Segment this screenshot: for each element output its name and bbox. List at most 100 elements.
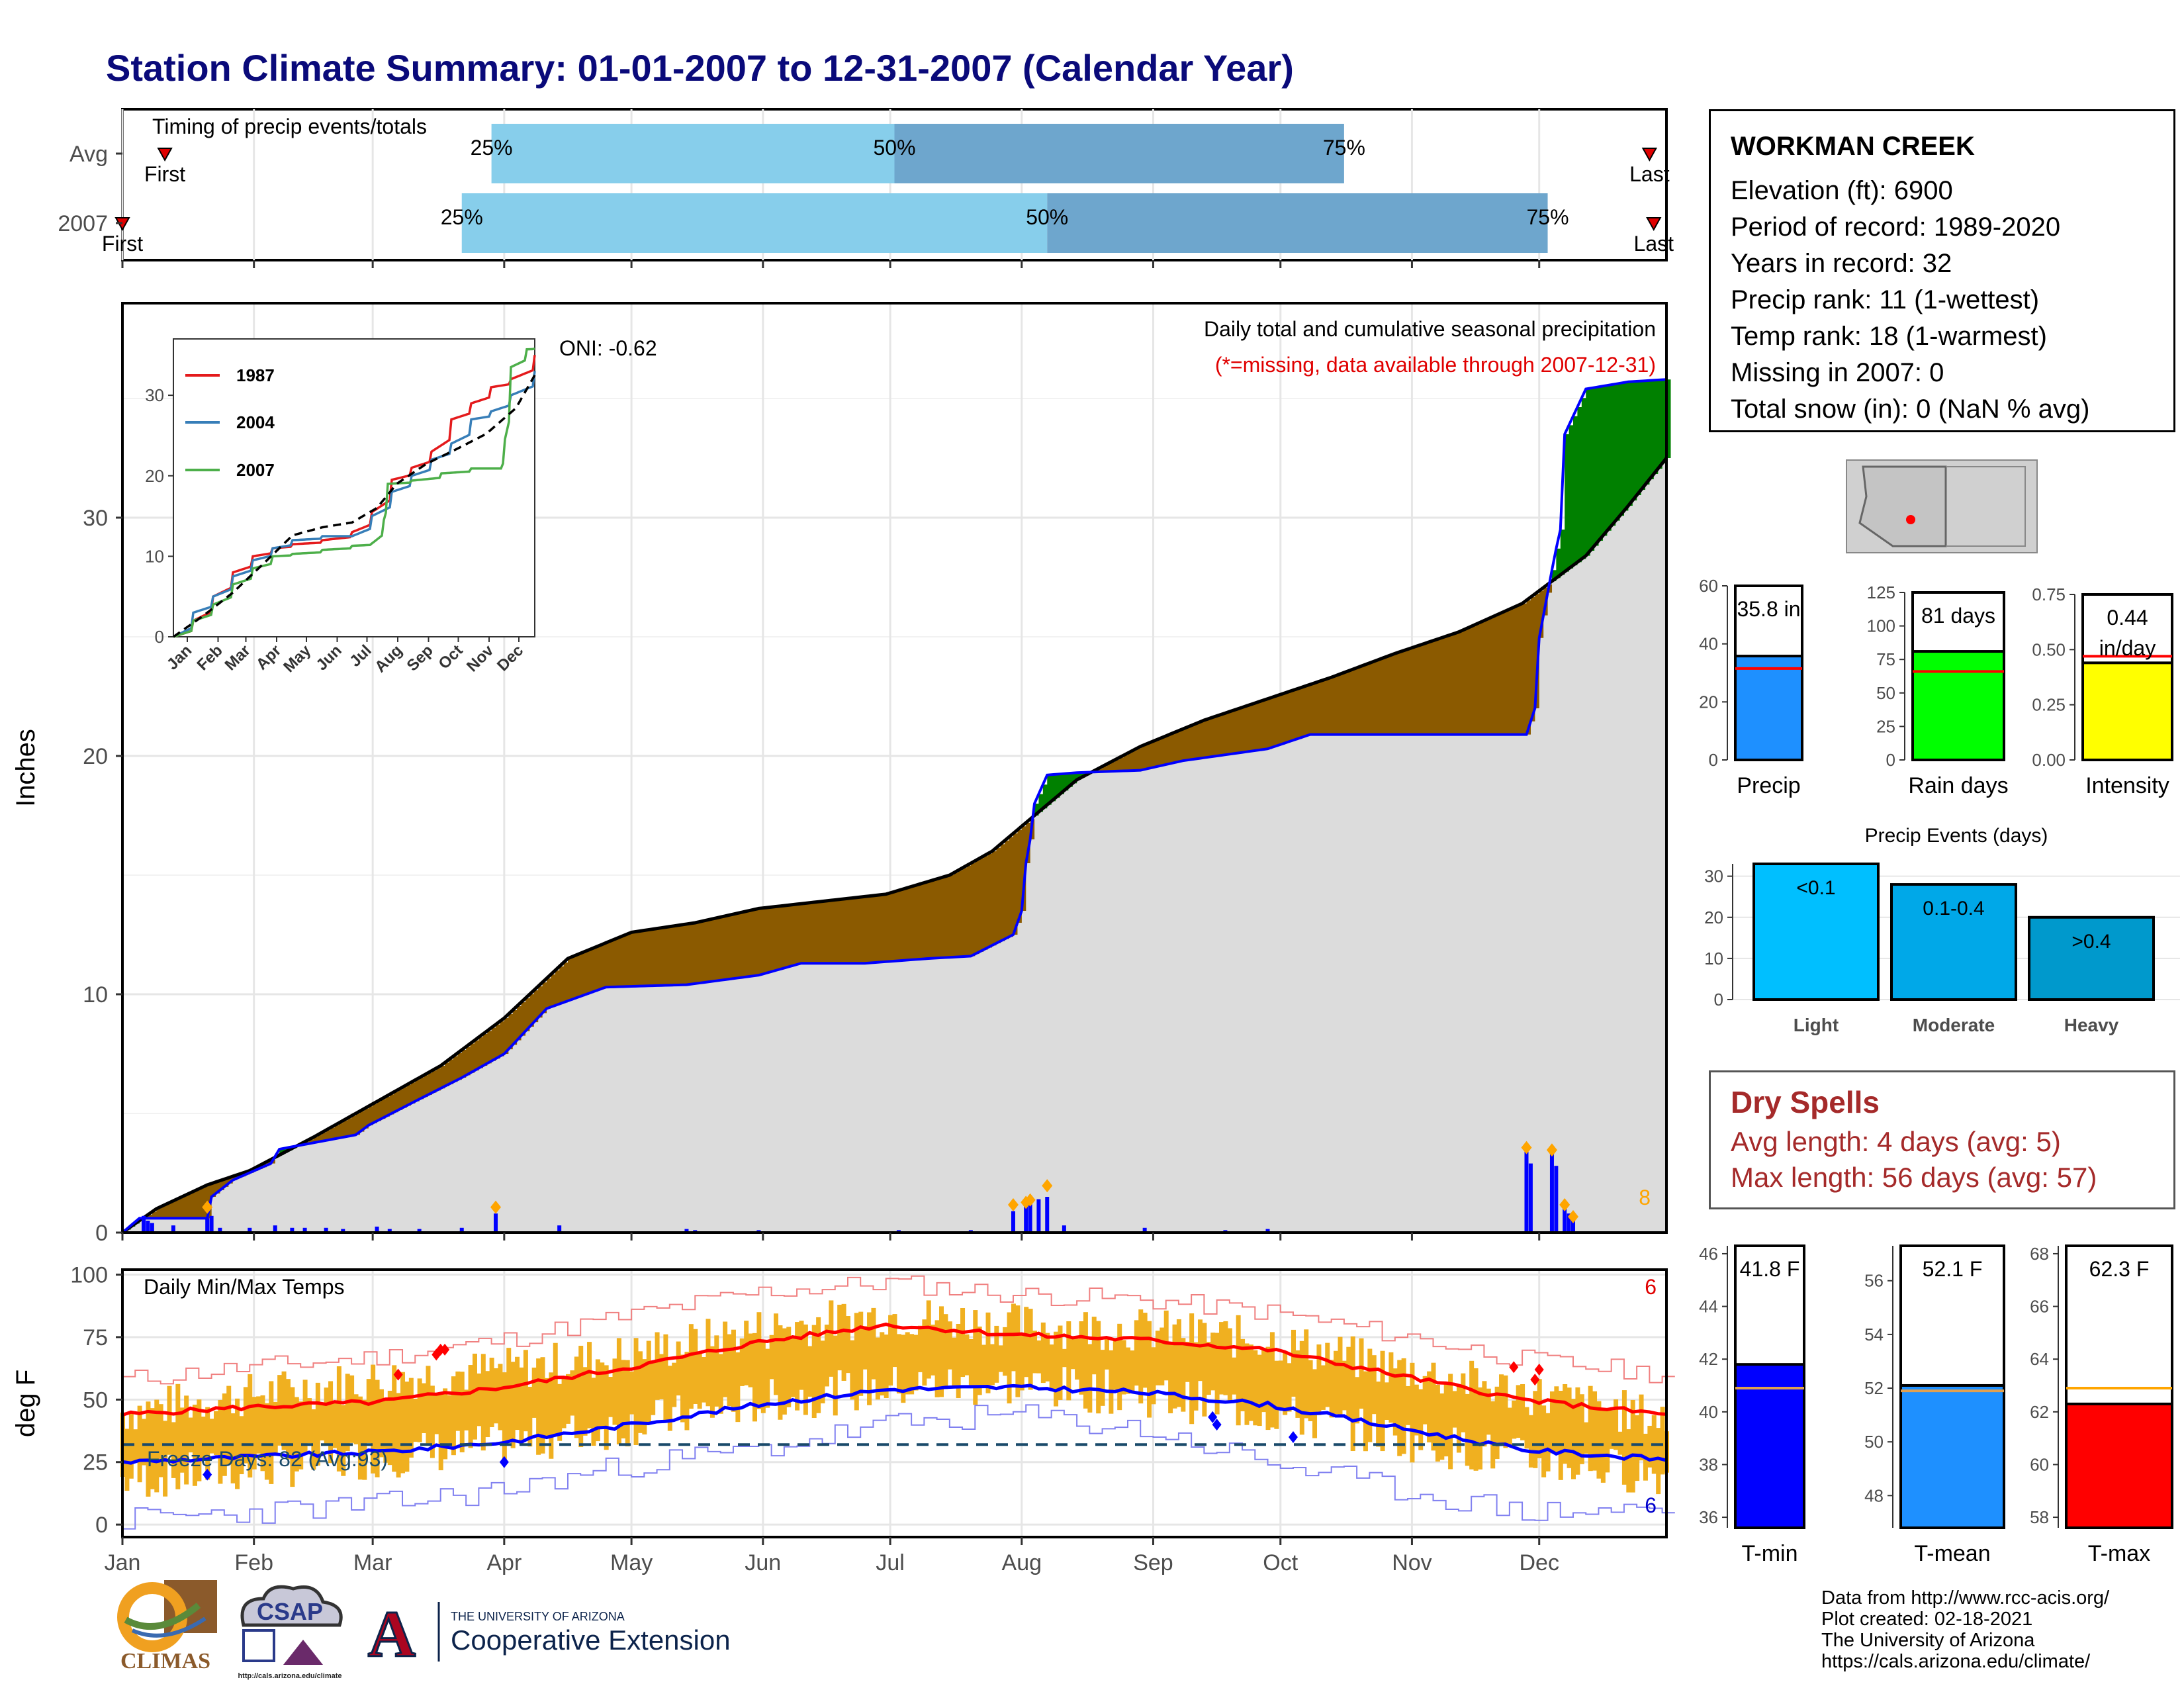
precip-daily-bar	[1549, 1154, 1554, 1233]
temp-daily-range-bar	[1626, 1429, 1631, 1493]
temp-daily-range-bar	[281, 1371, 287, 1450]
temp-daily-range-bar	[184, 1395, 189, 1485]
temp-daily-range-bar	[1359, 1338, 1364, 1409]
temp-daily-range-bar	[1635, 1415, 1640, 1481]
temp-daily-range-bar	[968, 1338, 974, 1388]
temp-daily-range-bar	[1443, 1382, 1449, 1457]
station-info-snow: Total snow (in): 0 (NaN % avg)	[1731, 395, 2090, 424]
precip-record-marker	[1007, 1198, 1019, 1211]
temp-daily-range-bar	[1473, 1368, 1479, 1471]
temp-daily-range-bar	[1621, 1390, 1627, 1485]
temp-avg-min-line	[122, 1383, 1667, 1465]
tmean-category-label: T-mean	[1914, 1541, 1990, 1566]
temp-month-label: Apr	[486, 1550, 522, 1575]
tmean-value-label: 52.1 F	[1923, 1257, 1983, 1281]
temp-daily-range-bar	[1104, 1337, 1109, 1370]
temp-daily-range-bar	[1091, 1317, 1097, 1375]
timing-row-label: Avg	[69, 142, 108, 167]
tmax-y-tick-label: 58	[2030, 1507, 2049, 1527]
temp-daily-range-bar	[1584, 1422, 1589, 1454]
precip-daily-bar	[375, 1227, 379, 1233]
tmin-y-tick-label: 36	[1699, 1507, 1718, 1527]
temp-daily-range-bar	[1617, 1431, 1623, 1455]
temp-daily-range-bar	[1134, 1320, 1139, 1386]
temp-daily-range-bar	[633, 1338, 639, 1445]
temp-daily-range-bar	[659, 1354, 664, 1399]
temp-daily-range-bar	[540, 1357, 545, 1454]
temp-daily-range-bar	[1503, 1375, 1508, 1448]
timing-last-marker	[1641, 148, 1658, 162]
temp-daily-range-bar	[477, 1373, 482, 1427]
page-title: Station Climate Summary: 01-01-2007 to 1…	[106, 47, 1294, 89]
temp-daily-range-bar	[404, 1382, 410, 1472]
precip-y-tick-label: 20	[83, 744, 108, 769]
temp-daily-range-bar	[655, 1332, 660, 1400]
temp-daily-range-bar	[451, 1376, 456, 1456]
inset-legend-label: 1987	[236, 365, 275, 385]
temp-daily-range-bar	[1656, 1428, 1661, 1495]
temp-daily-range-bar	[1189, 1313, 1195, 1425]
temp-daily-range-bar	[485, 1371, 490, 1438]
station-info-box: WORKMAN CREEK Elevation (ft): 6900 Perio…	[1709, 109, 2175, 432]
temp-daily-range-bar	[854, 1313, 859, 1411]
temp-daily-range-bar	[1181, 1338, 1186, 1412]
temp-daily-range-bar	[1265, 1346, 1271, 1430]
temp-daily-range-bar	[896, 1334, 901, 1394]
temp-daily-range-bar	[816, 1317, 821, 1413]
temp-daily-range-bar	[553, 1342, 558, 1436]
credit-university: The University of Arizona	[1821, 1630, 2035, 1651]
temp-daily-range-bar	[1117, 1323, 1122, 1411]
temp-daily-range-bar	[1232, 1357, 1237, 1395]
precip-y-axis-label: Inches	[11, 729, 40, 807]
temp-daily-range-bar	[705, 1319, 711, 1407]
temp-daily-range-bar	[536, 1358, 541, 1455]
temp-daily-range-bar	[1109, 1350, 1114, 1414]
temp-daily-range-bar	[909, 1334, 915, 1395]
timing-label-25: 25%	[441, 205, 483, 229]
timing-label-75: 75%	[1323, 136, 1365, 160]
temp-daily-range-bar	[845, 1315, 850, 1374]
temp-daily-range-bar	[1176, 1319, 1181, 1407]
precip-record-marker	[490, 1200, 502, 1214]
temp-daily-range-bar	[468, 1365, 473, 1448]
temp-daily-range-bar	[1126, 1347, 1131, 1394]
temp-month-label: Dec	[1519, 1550, 1559, 1575]
temp-daily-range-bar	[1499, 1374, 1504, 1444]
temp-daily-range-bar	[1291, 1329, 1296, 1397]
temp-daily-range-bar	[362, 1399, 367, 1480]
temp-y-tick-label: 25	[83, 1450, 108, 1476]
temp-daily-range-bar	[739, 1338, 745, 1386]
events-bar-light	[1752, 863, 1880, 1001]
temp-daily-range-bar	[1202, 1323, 1207, 1417]
temp-daily-range-bar	[612, 1358, 617, 1425]
rain_days-y-tick-label: 125	[1867, 583, 1895, 602]
temp-daily-range-bar	[154, 1399, 159, 1493]
intensity-y-tick-label: 0.50	[2032, 639, 2066, 659]
temp-daily-range-bar	[328, 1381, 334, 1464]
temp-y-tick-label: 0	[95, 1513, 108, 1538]
temp-daily-range-bar	[1244, 1343, 1250, 1425]
temp-daily-range-bar	[146, 1401, 151, 1497]
temp-daily-range-bar	[128, 1413, 134, 1479]
temp-daily-range-bar	[723, 1321, 728, 1397]
inset-y-tick-label: 20	[145, 466, 164, 486]
temp-daily-range-bar	[1384, 1382, 1389, 1420]
dry-spells-box: Dry Spells Avg length: 4 days (avg: 5) M…	[1709, 1070, 2175, 1209]
inset-legend-label: 2007	[236, 460, 275, 480]
temp-daily-range-bar	[426, 1366, 431, 1446]
temp-daily-range-bar	[1397, 1360, 1402, 1456]
temp-daily-range-bar	[977, 1326, 982, 1395]
temp-daily-range-bar	[1465, 1393, 1470, 1466]
temp-daily-range-bar	[1083, 1312, 1088, 1409]
temp-daily-range-bar	[1113, 1340, 1118, 1390]
timing-first-label: First	[144, 162, 185, 186]
temp-daily-range-bar	[480, 1354, 486, 1451]
temp-record-max-line	[122, 1275, 1675, 1385]
tmax-y-tick-label: 64	[2030, 1349, 2049, 1369]
precip-daily-bar	[341, 1229, 345, 1233]
precip-daily-bar	[494, 1213, 498, 1233]
temp-daily-range-bar	[934, 1320, 940, 1397]
temp-daily-range-bar	[1401, 1358, 1406, 1454]
temp-daily-range-bar	[209, 1419, 214, 1454]
